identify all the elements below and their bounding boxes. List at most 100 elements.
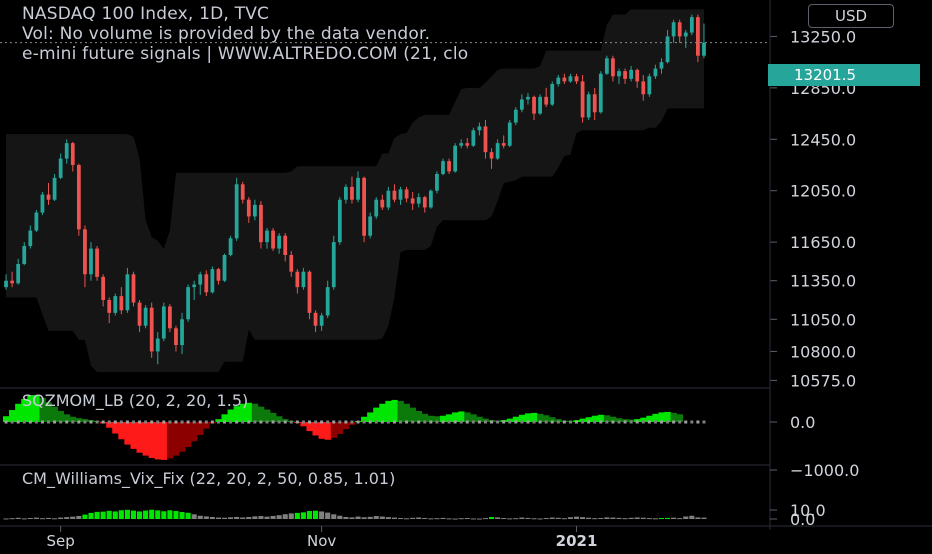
squeeze-dot	[520, 420, 524, 424]
candle	[107, 297, 112, 324]
candle	[665, 30, 670, 64]
squeeze-dot	[629, 420, 633, 424]
sqzmom-bar	[512, 416, 520, 422]
candle	[246, 197, 251, 223]
candle	[319, 312, 324, 331]
squeeze-dot	[611, 420, 615, 424]
candle-body	[295, 271, 300, 288]
sqzmom-legend[interactable]: SQZMOM_LB (20, 2, 20, 1.5)	[22, 391, 249, 410]
candle	[64, 139, 69, 164]
sqzmom-bar	[166, 422, 174, 459]
squeeze-dot	[411, 420, 415, 424]
vix-bar	[185, 512, 191, 519]
squeeze-dot	[496, 420, 500, 424]
signals-indicator-label[interactable]: e-mini future signals | WWW.ALTREDO.COM …	[22, 44, 469, 64]
vix-bar	[665, 517, 671, 519]
candle-body	[259, 204, 263, 243]
candle-body	[350, 186, 354, 200]
squeeze-dot	[399, 420, 403, 424]
chart-title[interactable]: NASDAQ 100 Index, 1D, TVC	[22, 4, 270, 24]
candle	[380, 194, 385, 210]
squeeze-dot	[259, 420, 263, 424]
vix-bar	[306, 510, 313, 519]
sqzmom-bar	[324, 422, 332, 440]
vix-bar	[294, 512, 300, 519]
candle-body	[216, 269, 221, 281]
candle	[702, 23, 706, 59]
candle	[131, 271, 136, 307]
candle	[283, 233, 288, 262]
sqzmom-bar	[197, 422, 204, 435]
squeeze-dot	[101, 420, 105, 424]
vix-fix-legend[interactable]: CM_Williams_Vix_Fix (22, 20, 2, 50, 0.85…	[22, 469, 396, 488]
candle	[520, 94, 524, 113]
candle	[192, 280, 197, 300]
candle	[459, 139, 464, 149]
sqzmom-bar	[3, 416, 10, 422]
sqzmom-bar	[154, 422, 162, 460]
sqzmom-bar	[45, 402, 52, 422]
squeeze-dot	[617, 420, 621, 424]
candle-body	[228, 238, 233, 255]
candle	[453, 143, 458, 173]
candle	[331, 235, 336, 290]
vix-bar	[616, 517, 622, 519]
squeeze-dot	[514, 420, 518, 424]
vix-bar	[27, 518, 33, 520]
candle	[623, 68, 627, 84]
candle-body	[101, 276, 106, 300]
candle	[313, 310, 318, 333]
squeeze-dot	[465, 420, 469, 424]
squeeze-dot	[113, 420, 117, 424]
sqzmom-bar	[136, 422, 143, 453]
candle-body	[113, 296, 118, 313]
candle	[265, 228, 269, 249]
squeeze-dot	[65, 420, 69, 424]
vix-bar	[94, 511, 100, 519]
candle-body	[520, 99, 524, 110]
candle-body	[513, 109, 518, 123]
vix-bar	[197, 515, 203, 519]
vix-bar	[179, 511, 185, 519]
candle	[635, 68, 640, 88]
candle-body	[70, 143, 75, 165]
squeeze-dot	[277, 420, 281, 424]
candle	[410, 192, 415, 210]
last-price-tag: 13201.5	[768, 64, 920, 86]
vix-bar	[234, 516, 240, 519]
sqzmom-bar	[227, 409, 234, 422]
vix-bar	[573, 516, 580, 519]
vix-bar	[507, 518, 513, 520]
squeeze-dot	[131, 420, 135, 424]
squeeze-dot	[659, 420, 663, 424]
squeeze-dot	[47, 420, 51, 424]
candle	[477, 122, 482, 136]
candle-body	[471, 130, 476, 146]
squeeze-dot	[350, 420, 354, 424]
candle-body	[453, 145, 458, 172]
vix-bar	[221, 517, 228, 519]
vix-bar	[397, 518, 404, 520]
vix-bar	[567, 517, 573, 519]
candle-body	[28, 230, 33, 246]
candle	[574, 73, 579, 84]
sqzmom-bar	[585, 417, 592, 422]
sqzmom-bar	[257, 406, 265, 422]
candle-body	[410, 198, 415, 204]
vix-bar	[9, 518, 15, 520]
squeeze-dot	[344, 420, 348, 424]
vix-bar	[137, 511, 143, 519]
vix-bar	[446, 518, 452, 520]
squeeze-dot	[198, 420, 202, 424]
squeeze-dot	[532, 420, 536, 424]
currency-selector[interactable]: USD	[808, 4, 894, 28]
candle	[58, 153, 63, 180]
candle-body	[671, 22, 676, 37]
vix-bar	[343, 517, 349, 519]
candle	[95, 246, 99, 281]
vix-bar	[525, 517, 531, 519]
vix-bar	[428, 518, 434, 520]
squeeze-dot	[641, 420, 645, 424]
candle-body	[125, 274, 130, 311]
